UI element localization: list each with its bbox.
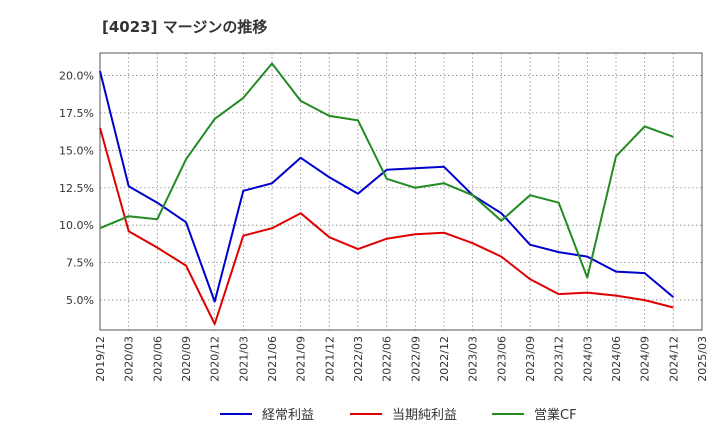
- y-tick-label: 7.5%: [66, 257, 94, 270]
- y-tick-label: 15.0%: [59, 144, 94, 157]
- x-tick-label: 2022/09: [409, 336, 422, 382]
- chart-title: [4023] マージンの推移: [102, 18, 267, 36]
- x-tick-label: 2021/09: [295, 336, 308, 382]
- legend-label: 経常利益: [262, 408, 314, 423]
- series-line: [99, 62, 674, 279]
- legend-label: 営業CF: [534, 407, 577, 423]
- y-tick-label: 5.0%: [66, 294, 94, 307]
- x-tick-label: 2020/03: [123, 336, 136, 382]
- x-tick-label: 2025/03: [696, 336, 709, 382]
- x-tick-label: 2024/12: [667, 336, 680, 382]
- x-tick-label: 2021/12: [323, 336, 336, 382]
- x-tick-label: 2023/12: [553, 336, 566, 382]
- x-tick-label: 2020/06: [151, 336, 164, 382]
- series-line: [99, 127, 674, 325]
- x-tick-label: 2023/09: [524, 336, 537, 382]
- x-tick-label: 2019/12: [94, 336, 107, 382]
- x-tick-label: 2022/06: [381, 336, 394, 382]
- x-tick-label: 2023/03: [467, 336, 480, 382]
- grid: [99, 53, 703, 330]
- x-tick-label: 2022/12: [438, 336, 451, 382]
- x-tick-label: 2024/03: [581, 336, 594, 382]
- x-tick-label: 2021/03: [237, 336, 250, 382]
- x-tick-label: 2024/09: [639, 336, 652, 382]
- series-lines: [99, 62, 674, 325]
- legend: 経常利益 当期純利益 営業CF: [220, 407, 577, 423]
- x-tick-label: 2022/03: [352, 336, 365, 382]
- y-tick-label: 12.5%: [59, 182, 94, 195]
- legend-label: 当期純利益: [392, 408, 457, 423]
- plot-area: [99, 52, 703, 331]
- y-tick-label: 20.0%: [59, 69, 94, 82]
- x-tick-label: 2020/09: [180, 336, 193, 382]
- x-tick-label: 2024/06: [610, 336, 623, 382]
- y-tick-label: 10.0%: [59, 219, 94, 232]
- x-axis-ticks: 2019/12 2020/03 2020/06 2020/09 2020/12 2021/…: [94, 336, 709, 382]
- x-tick-label: 2020/12: [209, 336, 222, 382]
- y-tick-label: 17.5%: [59, 107, 94, 120]
- y-axis-ticks: 5.0% 7.5% 10.0% 12.5% 15.0% 17.5% 20.0%: [59, 69, 94, 307]
- x-tick-label: 2023/06: [495, 336, 508, 382]
- x-tick-label: 2021/06: [266, 336, 279, 382]
